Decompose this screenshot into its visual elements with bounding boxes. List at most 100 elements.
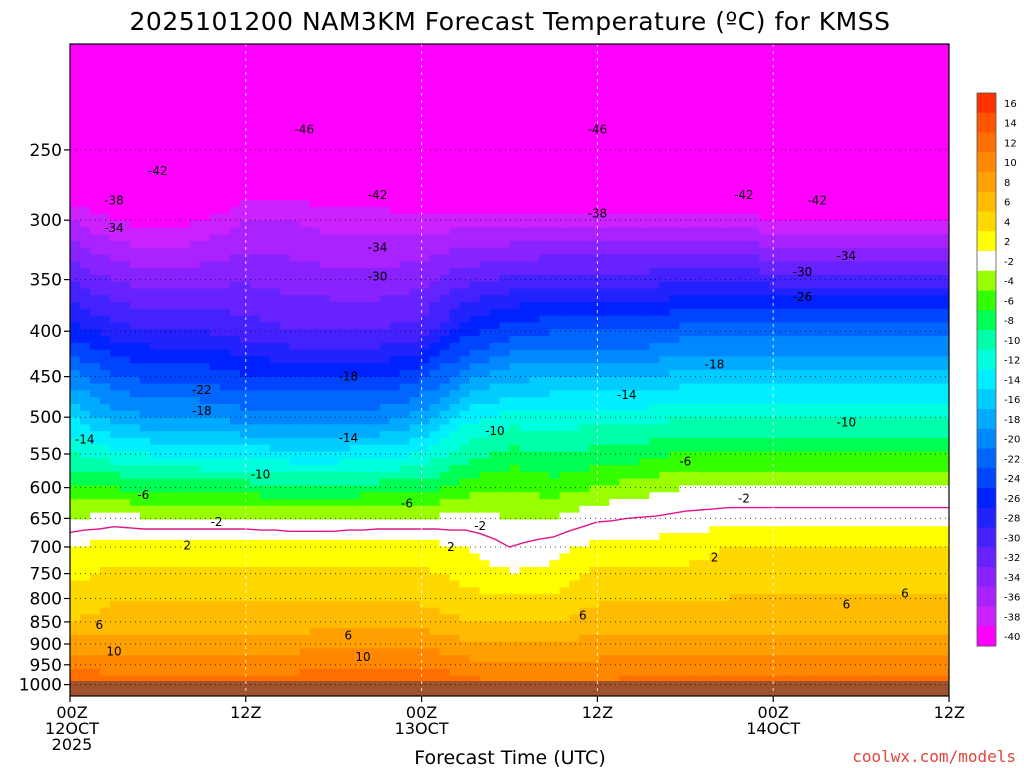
field-cell (839, 166, 850, 174)
field-cell (379, 186, 391, 195)
field-cell (579, 84, 591, 93)
field-cell (579, 336, 591, 344)
field-cell (189, 50, 201, 59)
field-cell (249, 268, 261, 276)
field-cell (529, 308, 541, 317)
field-cell (799, 274, 810, 283)
field-cell (639, 268, 650, 276)
field-cell (89, 139, 101, 147)
field-cell (609, 403, 620, 412)
field-cell (889, 84, 900, 93)
field-cell (559, 139, 571, 147)
field-cell (379, 152, 391, 161)
field-cell (409, 329, 421, 337)
field-cell (699, 193, 710, 201)
field-cell (299, 376, 311, 385)
field-cell (839, 84, 850, 93)
field-cell (659, 139, 670, 147)
field-cell (439, 308, 451, 317)
field-cell (859, 139, 870, 147)
field-cell (109, 200, 121, 208)
field-cell (799, 336, 810, 344)
field-cell (569, 370, 581, 378)
field-cell (209, 281, 221, 290)
field-cell (589, 186, 600, 195)
field-cell (269, 91, 281, 99)
field-cell (169, 363, 181, 371)
field-cell (299, 247, 311, 256)
field-cell (819, 213, 830, 222)
field-cell (229, 71, 241, 79)
field-cell (879, 397, 890, 405)
field-cell (889, 186, 900, 195)
field-cell (579, 397, 591, 405)
field-cell (349, 254, 361, 262)
field-cell (689, 186, 700, 195)
field-cell (449, 240, 461, 249)
field-cell (879, 77, 890, 86)
field-cell (229, 268, 241, 276)
field-cell (399, 57, 411, 65)
field-cell (369, 111, 381, 120)
field-cell (579, 274, 591, 283)
field-cell (139, 139, 151, 147)
field-cell (909, 139, 920, 147)
field-cell (569, 227, 581, 235)
field-cell (629, 424, 640, 432)
field-cell (799, 268, 810, 276)
field-cell (109, 390, 121, 398)
field-cell (249, 44, 261, 52)
field-cell (409, 342, 421, 351)
field-cell (789, 315, 800, 324)
field-cell (389, 315, 401, 324)
field-cell (929, 152, 940, 161)
field-cell (409, 186, 421, 195)
field-cell (409, 268, 421, 276)
field-cell (70, 71, 81, 79)
field-cell (379, 193, 391, 201)
field-cell (709, 390, 720, 398)
field-cell (529, 370, 541, 378)
field-cell (769, 98, 780, 106)
field-cell (99, 240, 111, 249)
field-cell (199, 105, 211, 113)
field-cell (519, 254, 531, 262)
field-cell (769, 213, 780, 222)
field-cell (719, 132, 730, 140)
field-cell (79, 247, 91, 256)
field-cell (939, 139, 949, 147)
field-cell (559, 356, 571, 364)
field-cell (589, 295, 600, 303)
field-cell (739, 322, 750, 330)
field-cell (709, 64, 720, 72)
field-cell (70, 207, 81, 215)
field-cell (679, 159, 690, 167)
field-cell (739, 274, 750, 283)
field-cell (359, 302, 371, 310)
field-cell (929, 159, 940, 167)
field-cell (319, 424, 331, 432)
field-cell (479, 186, 491, 195)
field-cell (519, 50, 531, 59)
field-cell (609, 274, 620, 283)
field-cell (179, 254, 191, 262)
field-cell (309, 397, 321, 405)
field-cell (809, 193, 820, 201)
field-cell (229, 213, 241, 222)
field-cell (219, 159, 231, 167)
field-cell (219, 390, 231, 398)
field-cell (689, 240, 700, 249)
field-cell (749, 193, 760, 201)
field-cell (869, 227, 880, 235)
field-cell (719, 356, 730, 364)
field-cell (449, 424, 461, 432)
field-cell (429, 179, 441, 188)
field-cell (729, 57, 740, 65)
field-cell (669, 166, 680, 174)
field-cell (89, 363, 101, 371)
field-cell (759, 403, 770, 412)
field-cell (889, 44, 900, 52)
field-cell (259, 44, 271, 52)
field-cell (789, 302, 800, 310)
field-cell (669, 139, 680, 147)
